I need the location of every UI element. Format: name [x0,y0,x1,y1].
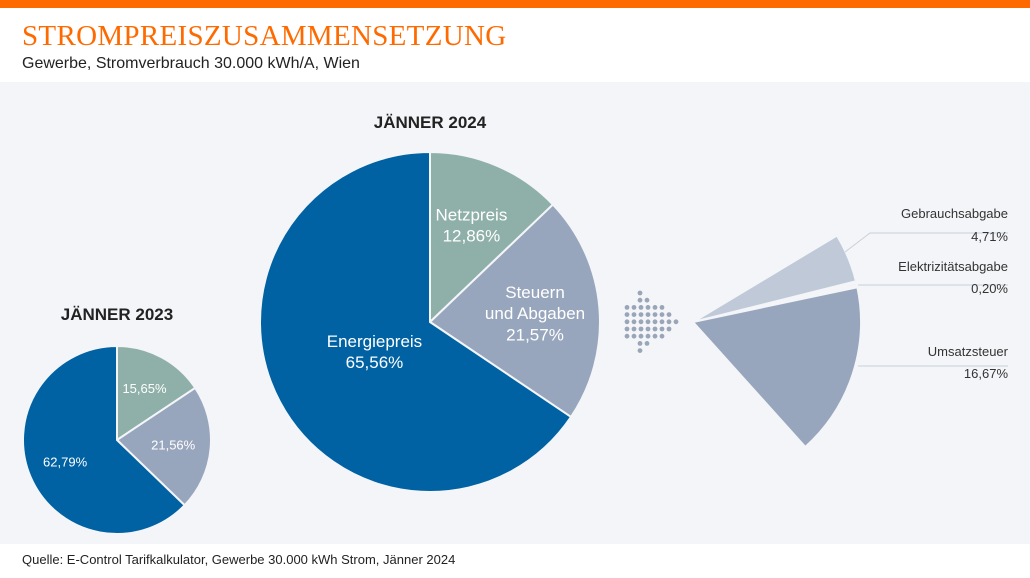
slice-label: 15,65% [122,381,167,396]
arrow-dot [624,326,630,332]
fan-label-name: Gebrauchsabgabe [901,206,1008,221]
arrow-dot [659,333,665,339]
page-title: STROMPREISZUSAMMENSETZUNG [22,20,507,52]
arrow-dot [659,305,665,310]
slice-label: 62,79% [43,455,88,470]
pie-slice [429,150,555,325]
arrow-dot [645,312,651,317]
slice-label: und Abgaben [485,304,585,323]
top-accent-bar [0,0,1030,8]
leader-line [844,232,1008,253]
slice-label: Steuern [505,283,565,302]
arrow-dot [645,319,651,325]
arrow-dot [645,326,651,332]
arrow-dot [673,319,679,325]
arrow-dot [659,319,665,325]
arrow-dot [638,326,644,332]
arrow-dot [637,341,643,346]
fan-label-value: 0,20% [971,281,1008,296]
arrow-dot [652,305,658,310]
arrow-dot [624,333,630,339]
arrow-dot [644,297,650,303]
arrow-dot [652,312,658,317]
pie-slice [115,386,212,507]
arrow-dot [652,333,658,339]
arrow-dot [638,312,644,317]
arrow-dot [624,312,630,317]
slice-label: 21,57% [506,325,564,344]
fan-slice [692,234,858,323]
arrow-dot [638,305,644,310]
fan-label-name: Elektrizitätsabgabe [898,259,1008,274]
slice-label: Energiepreis [327,332,422,351]
pie-slice [116,344,197,442]
arrow-dot [624,305,630,310]
arrow-dot [644,341,650,346]
arrow-dot [638,333,644,339]
source-note: Quelle: E-Control Tarifkalkulator, Gewer… [22,552,456,567]
arrow-dot [631,319,637,325]
slice-label: Netzpreis [436,205,508,224]
arrow-dot [637,297,643,303]
arrow-dot [645,333,651,339]
arrow-dot [666,319,672,325]
arrow-dot [631,333,637,339]
arrow-dot [631,326,637,332]
fan-label-name: Umsatzsteuer [928,344,1009,359]
pie-slice [428,203,601,419]
arrow-dot [631,312,637,317]
pie-title: JÄNNER 2024 [374,113,487,132]
arrow-dot [624,319,630,325]
pie-slice [22,344,187,535]
slice-label: 21,56% [151,438,196,453]
pie-title: JÄNNER 2023 [61,305,173,324]
pie-slice [259,150,573,493]
arrow-dot [666,326,672,332]
arrow-dot [659,312,665,317]
page-subtitle: Gewerbe, Stromverbrauch 30.000 kWh/A, Wi… [22,55,360,72]
arrow-dot [638,319,644,325]
fan-slice [691,286,862,449]
arrow-dot [666,312,672,317]
arrow-dot [652,326,658,332]
arrow-dot [631,305,637,310]
fan-label-value: 4,71% [971,229,1008,244]
arrow-dot [659,326,665,332]
arrow-dot [637,348,643,353]
arrow-dot [637,290,643,296]
fan-label-value: 16,67% [964,366,1009,381]
slice-label: 12,86% [443,227,501,246]
slice-label: 65,56% [346,353,404,372]
arrow-dot [645,305,651,310]
fan-slice [692,281,859,323]
arrow-dot [652,319,658,325]
